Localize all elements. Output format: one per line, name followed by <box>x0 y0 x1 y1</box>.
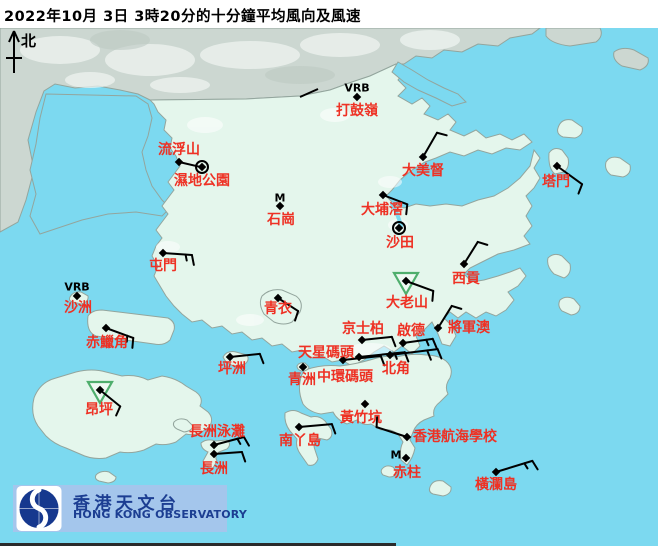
station-label: 長洲 <box>200 461 228 477</box>
mirs-bay-coast <box>613 47 649 71</box>
station-dot <box>433 323 443 333</box>
station-label: 坪洲 <box>218 361 246 377</box>
station-label: 黃竹坑 <box>340 410 382 426</box>
jin-island <box>558 296 581 316</box>
station-label: 沙洲 <box>64 300 92 316</box>
urban-texture <box>20 30 460 93</box>
station-label: 大美督 <box>402 163 444 179</box>
station-dot <box>401 276 411 286</box>
station-dot <box>459 259 469 269</box>
station-dot <box>95 385 105 395</box>
new-territories-landmass <box>148 63 541 367</box>
station-label: 西貢 <box>452 271 480 287</box>
station-label: 塔門 <box>542 174 570 190</box>
hko-logo-icon <box>16 486 62 531</box>
po-toi-island <box>428 480 452 497</box>
station-dot <box>209 440 219 450</box>
station-dot <box>398 338 408 348</box>
kau-sai-chau-island <box>547 253 571 279</box>
deep-bay <box>29 93 171 235</box>
station-label: 濕地公園 <box>174 173 230 189</box>
hko-logo-banner: 香港天文台 HONG KONG OBSERVATORY <box>13 485 247 532</box>
station-label: 大埔滘 <box>361 202 403 218</box>
lantau-island <box>32 369 213 459</box>
beaufort-island <box>380 465 398 478</box>
station-tag: VRB <box>344 81 370 95</box>
station-tag: M <box>390 448 402 462</box>
station-dot <box>402 432 412 442</box>
station-label: 橫瀾島 <box>475 477 517 493</box>
crooked-island <box>605 156 631 178</box>
station-label: 將軍澳 <box>448 320 490 336</box>
north-arrow-icon <box>6 30 22 73</box>
station-label: 南丫島 <box>279 433 321 449</box>
station-label: 屯門 <box>149 258 177 274</box>
station-label: 北角 <box>382 361 410 377</box>
starling-inlet <box>391 61 467 107</box>
station-label: 流浮山 <box>158 142 200 158</box>
station-label: 啟德 <box>397 323 425 339</box>
station-dot <box>174 157 184 167</box>
station-label: 打鼓嶺 <box>336 103 378 119</box>
station-dot <box>378 190 388 200</box>
map-title: 2022年10月 3日 3時20分的十分鐘平均風向及風速 <box>4 9 361 25</box>
yantian-coast <box>545 27 602 47</box>
calm-wind-ring-icon <box>392 221 406 235</box>
station-label: 天星碼頭 <box>298 345 354 361</box>
bottom-edge-strip <box>0 543 396 546</box>
shek-kwu-chau-island <box>94 470 117 484</box>
logo-english-name: HONG KONG OBSERVATORY <box>73 508 248 521</box>
north-compass: 北 <box>2 28 50 92</box>
hei-ling-chau-island <box>172 418 194 433</box>
station-label: 大老山 <box>386 295 428 311</box>
kat-o-island <box>557 119 583 139</box>
station-label: 中環碼頭 <box>317 369 373 385</box>
station-label: 京士柏 <box>342 321 384 337</box>
station-label: 沙田 <box>386 235 414 251</box>
north-label: 北 <box>21 32 37 50</box>
station-label: 長洲泳灘 <box>189 424 245 440</box>
border-road-line <box>299 88 319 98</box>
station-label: 赤柱 <box>393 465 421 481</box>
station-label: 昂坪 <box>85 402 113 418</box>
station-tag: VRB <box>64 280 90 294</box>
station-dot <box>354 352 364 362</box>
station-label: 青洲 <box>288 372 316 388</box>
station-dot <box>101 323 111 333</box>
station-tag: M <box>274 191 286 205</box>
station-label: 香港航海學校 <box>413 429 497 445</box>
station-label: 赤鱲角 <box>86 335 128 351</box>
station-dot <box>401 453 411 463</box>
station-dot <box>552 161 562 171</box>
logo-chinese-name: 香港天文台 <box>73 494 181 514</box>
station-label: 青衣 <box>264 301 292 317</box>
station-label: 石崗 <box>267 212 295 228</box>
title-bar: 2022年10月 3日 3時20分的十分鐘平均風向及風速 <box>0 0 658 28</box>
station-dot <box>209 449 219 459</box>
